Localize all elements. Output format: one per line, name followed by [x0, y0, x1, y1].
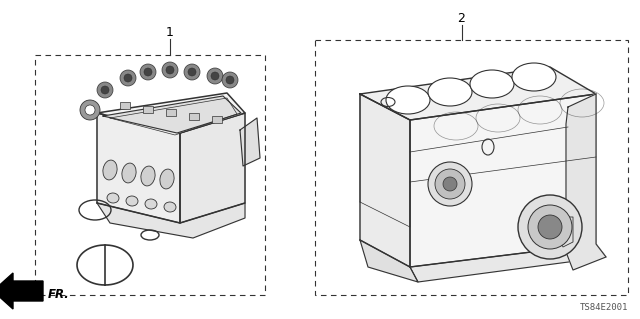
Circle shape — [97, 82, 113, 98]
Polygon shape — [410, 94, 596, 267]
Text: 1: 1 — [166, 26, 174, 39]
Polygon shape — [97, 93, 245, 133]
Circle shape — [211, 72, 219, 80]
Ellipse shape — [122, 163, 136, 183]
Circle shape — [518, 195, 582, 259]
Circle shape — [428, 162, 472, 206]
Circle shape — [144, 68, 152, 76]
Ellipse shape — [141, 166, 155, 186]
Circle shape — [222, 72, 238, 88]
Bar — [166, 109, 176, 116]
Ellipse shape — [512, 63, 556, 91]
Polygon shape — [0, 273, 43, 309]
Ellipse shape — [107, 193, 119, 203]
Ellipse shape — [164, 202, 176, 212]
Circle shape — [140, 64, 156, 80]
Ellipse shape — [160, 169, 174, 189]
Text: TS84E2001: TS84E2001 — [580, 303, 628, 313]
Circle shape — [124, 74, 132, 82]
Ellipse shape — [386, 86, 430, 114]
Polygon shape — [558, 217, 573, 247]
Ellipse shape — [126, 196, 138, 206]
Polygon shape — [566, 94, 606, 270]
Ellipse shape — [103, 160, 117, 180]
Ellipse shape — [145, 199, 157, 209]
Circle shape — [101, 86, 109, 94]
Circle shape — [184, 64, 200, 80]
Bar — [143, 106, 153, 113]
Circle shape — [85, 105, 95, 115]
Polygon shape — [360, 240, 418, 282]
Polygon shape — [180, 113, 245, 223]
Polygon shape — [360, 94, 410, 267]
Bar — [212, 116, 222, 123]
Bar — [120, 102, 130, 109]
Polygon shape — [240, 118, 260, 166]
Circle shape — [538, 215, 562, 239]
Bar — [35, 55, 265, 295]
Bar — [315, 40, 628, 295]
Polygon shape — [97, 113, 180, 223]
Circle shape — [443, 177, 457, 191]
Text: FR.: FR. — [48, 288, 70, 301]
Ellipse shape — [470, 70, 514, 98]
Circle shape — [435, 169, 465, 199]
Polygon shape — [360, 67, 596, 120]
Bar — [189, 113, 199, 120]
Circle shape — [188, 68, 196, 76]
Text: 2: 2 — [458, 11, 465, 25]
Ellipse shape — [428, 78, 472, 106]
Circle shape — [120, 70, 136, 86]
Polygon shape — [97, 203, 245, 238]
Circle shape — [528, 205, 572, 249]
Circle shape — [162, 62, 178, 78]
Circle shape — [226, 76, 234, 84]
Circle shape — [207, 68, 223, 84]
Polygon shape — [410, 244, 606, 282]
Circle shape — [166, 66, 174, 74]
Circle shape — [80, 100, 100, 120]
Polygon shape — [103, 96, 241, 133]
